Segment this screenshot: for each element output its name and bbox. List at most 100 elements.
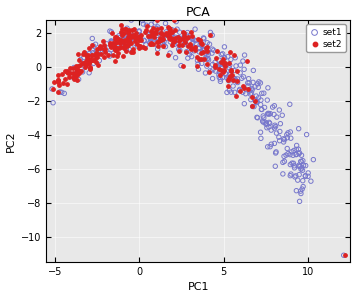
set2 xyxy=(234,94,239,99)
Y-axis label: PC2: PC2 xyxy=(6,130,16,152)
set2 xyxy=(172,36,177,41)
set1 xyxy=(208,30,213,35)
set2 xyxy=(226,76,232,81)
set1 xyxy=(175,35,181,40)
set2 xyxy=(107,43,113,47)
set2 xyxy=(126,31,132,36)
set1 xyxy=(297,199,302,204)
set1 xyxy=(81,55,87,60)
set2 xyxy=(94,60,99,64)
set1 xyxy=(305,170,311,175)
set1 xyxy=(143,23,149,28)
set2 xyxy=(342,253,348,258)
set1 xyxy=(146,32,152,37)
set1 xyxy=(298,191,304,196)
set2 xyxy=(55,80,61,84)
set1 xyxy=(62,91,67,96)
set1 xyxy=(100,49,106,54)
set2 xyxy=(147,42,152,47)
set1 xyxy=(212,60,218,65)
set1 xyxy=(155,24,161,29)
set2 xyxy=(126,38,132,43)
set1 xyxy=(206,58,211,62)
set1 xyxy=(216,63,222,68)
set1 xyxy=(272,164,278,169)
set2 xyxy=(81,50,87,55)
set2 xyxy=(227,74,233,79)
set2 xyxy=(225,77,231,82)
set2 xyxy=(122,42,128,47)
set2 xyxy=(221,62,226,66)
set2 xyxy=(127,39,132,44)
set1 xyxy=(136,29,142,33)
set1 xyxy=(305,174,311,179)
set1 xyxy=(184,49,189,54)
set2 xyxy=(229,73,235,77)
set2 xyxy=(131,34,136,39)
set2 xyxy=(130,50,136,55)
set2 xyxy=(77,69,82,73)
set1 xyxy=(221,62,226,67)
set2 xyxy=(128,50,134,55)
set1 xyxy=(154,26,160,31)
set1 xyxy=(287,130,293,134)
set1 xyxy=(221,55,227,60)
set1 xyxy=(82,51,88,56)
set1 xyxy=(163,44,168,49)
set1 xyxy=(249,88,255,92)
set2 xyxy=(118,23,124,28)
set1 xyxy=(265,145,271,149)
set2 xyxy=(67,66,73,70)
set2 xyxy=(64,81,70,86)
set1 xyxy=(124,47,129,52)
set2 xyxy=(200,50,206,55)
set2 xyxy=(128,34,134,39)
set1 xyxy=(209,51,215,55)
set2 xyxy=(165,52,171,57)
set2 xyxy=(91,57,97,62)
set1 xyxy=(210,47,215,52)
set1 xyxy=(281,136,286,141)
set1 xyxy=(249,91,255,96)
set1 xyxy=(167,51,173,55)
set1 xyxy=(148,22,154,27)
set1 xyxy=(82,65,88,69)
set1 xyxy=(90,50,96,55)
set1 xyxy=(267,121,273,126)
set2 xyxy=(144,23,150,28)
set1 xyxy=(247,87,253,92)
set2 xyxy=(252,99,258,104)
set1 xyxy=(106,51,112,56)
set1 xyxy=(287,152,293,157)
set1 xyxy=(252,98,258,103)
set2 xyxy=(149,32,155,36)
set1 xyxy=(300,178,305,183)
set1 xyxy=(173,55,178,60)
set2 xyxy=(176,38,182,43)
set2 xyxy=(124,43,129,48)
set2 xyxy=(237,89,242,94)
set1 xyxy=(157,28,162,33)
set1 xyxy=(228,57,234,62)
set2 xyxy=(217,73,223,77)
set1 xyxy=(190,36,195,41)
set2 xyxy=(165,24,171,29)
set2 xyxy=(136,45,142,50)
set2 xyxy=(181,33,187,38)
set1 xyxy=(199,61,205,66)
set2 xyxy=(112,41,118,45)
set1 xyxy=(237,87,242,92)
set2 xyxy=(177,36,183,41)
set1 xyxy=(251,104,257,109)
set1 xyxy=(157,29,163,34)
set2 xyxy=(110,41,116,46)
set2 xyxy=(160,37,166,42)
set1 xyxy=(247,89,252,94)
set1 xyxy=(132,31,137,35)
set2 xyxy=(204,44,210,49)
set1 xyxy=(227,72,233,77)
set1 xyxy=(109,30,114,34)
set1 xyxy=(200,50,205,55)
set1 xyxy=(232,76,238,81)
set2 xyxy=(148,41,154,46)
